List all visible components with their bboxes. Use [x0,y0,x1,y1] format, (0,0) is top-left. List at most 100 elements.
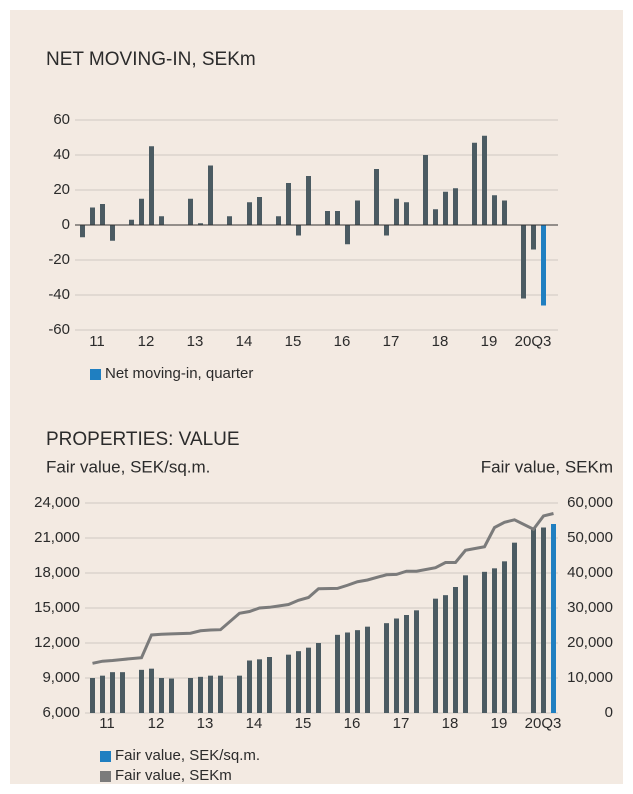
bar [404,615,409,713]
y-tick-label: 12,000 [34,634,80,651]
bar [208,675,213,713]
x-tick-label: 14 [236,333,253,350]
bar [188,198,193,225]
y-tick-label: -60 [48,321,70,338]
bar [159,678,164,713]
bar [345,632,350,713]
y-tick-label: 21,000 [34,529,80,546]
bar [541,527,546,713]
y-axis-label: Fair value, SEK/sq.m. [46,457,210,476]
bar [355,200,360,225]
x-tick-label: 13 [187,333,204,350]
legend-label: Net moving-in, quarter [105,365,253,382]
x-tick-label: 20Q3 [525,715,562,732]
y-tick-label: 24,000 [34,494,80,511]
bar [551,524,556,713]
bar [482,571,487,713]
chart-title: PROPERTIES: VALUE [46,429,240,450]
bar [120,672,125,713]
bar [90,207,95,225]
x-tick-label: 12 [138,333,155,350]
bar [492,568,497,713]
y2-tick-label: 10,000 [567,669,613,686]
x-tick-label: 17 [383,333,400,350]
legend-label: Fair value, SEKm [115,767,232,784]
legend-swatch [100,751,111,762]
x-tick-label: 13 [197,715,214,732]
bar [453,188,458,225]
bar [296,651,301,713]
y-tick-label: -20 [48,251,70,268]
y2-tick-label: 20,000 [567,634,613,651]
y2-tick-label: 50,000 [567,529,613,546]
bar [521,225,526,299]
x-tick-label: 16 [344,715,361,732]
x-tick-label: 15 [285,333,302,350]
bar [384,623,389,713]
line [92,512,554,665]
bar [325,211,330,225]
bar [453,587,458,713]
y-tick-label: 40 [53,146,70,163]
bar [139,669,144,713]
legend-swatch [100,771,111,782]
bar [100,204,105,225]
x-tick-label: 18 [432,333,449,350]
y-tick-label: 20 [53,181,70,198]
bar [90,678,95,713]
bar [433,209,438,225]
y-tick-label: 0 [62,216,70,233]
bar [404,202,409,225]
bar [374,169,379,225]
bar [80,225,85,238]
bar [149,668,154,713]
bar [198,223,203,225]
x-tick-label: 15 [295,715,312,732]
bar [267,657,272,713]
bar [139,198,144,225]
x-tick-label: 14 [246,715,263,732]
chart-title: NET MOVING-IN, SEKm [46,49,256,70]
bar [237,675,242,713]
bar [188,678,193,713]
bar [257,197,262,225]
bar [129,219,134,225]
y2-tick-label: 30,000 [567,599,613,616]
y-tick-label: 15,000 [34,599,80,616]
bar [110,672,115,713]
bar [286,654,291,713]
bar [531,225,536,250]
bar [335,211,340,225]
x-tick-label: 20Q3 [515,333,552,350]
bar [502,200,507,225]
bar [286,183,291,225]
bar [345,225,350,245]
bar [355,630,360,713]
x-tick-label: 11 [89,333,105,350]
bar [365,626,370,713]
x-tick-label: 11 [99,715,115,732]
bar [198,676,203,713]
bar [414,610,419,713]
y-tick-label: -40 [48,286,70,303]
bar [443,595,448,713]
bar [227,216,232,225]
bar [247,202,252,225]
bar [531,527,536,713]
x-tick-label: 18 [442,715,459,732]
bar [306,647,311,713]
bar [169,678,174,713]
bar [257,659,262,713]
bar [218,675,223,713]
x-tick-label: 16 [334,333,351,350]
bar [149,146,154,225]
y-tick-label: 60 [53,111,70,128]
bar [306,176,311,225]
bar [502,561,507,713]
legend-label: Fair value, SEK/sq.m. [115,747,260,764]
bar [159,216,164,225]
legend-swatch [90,369,101,380]
x-tick-label: 19 [491,715,508,732]
bar [433,598,438,713]
